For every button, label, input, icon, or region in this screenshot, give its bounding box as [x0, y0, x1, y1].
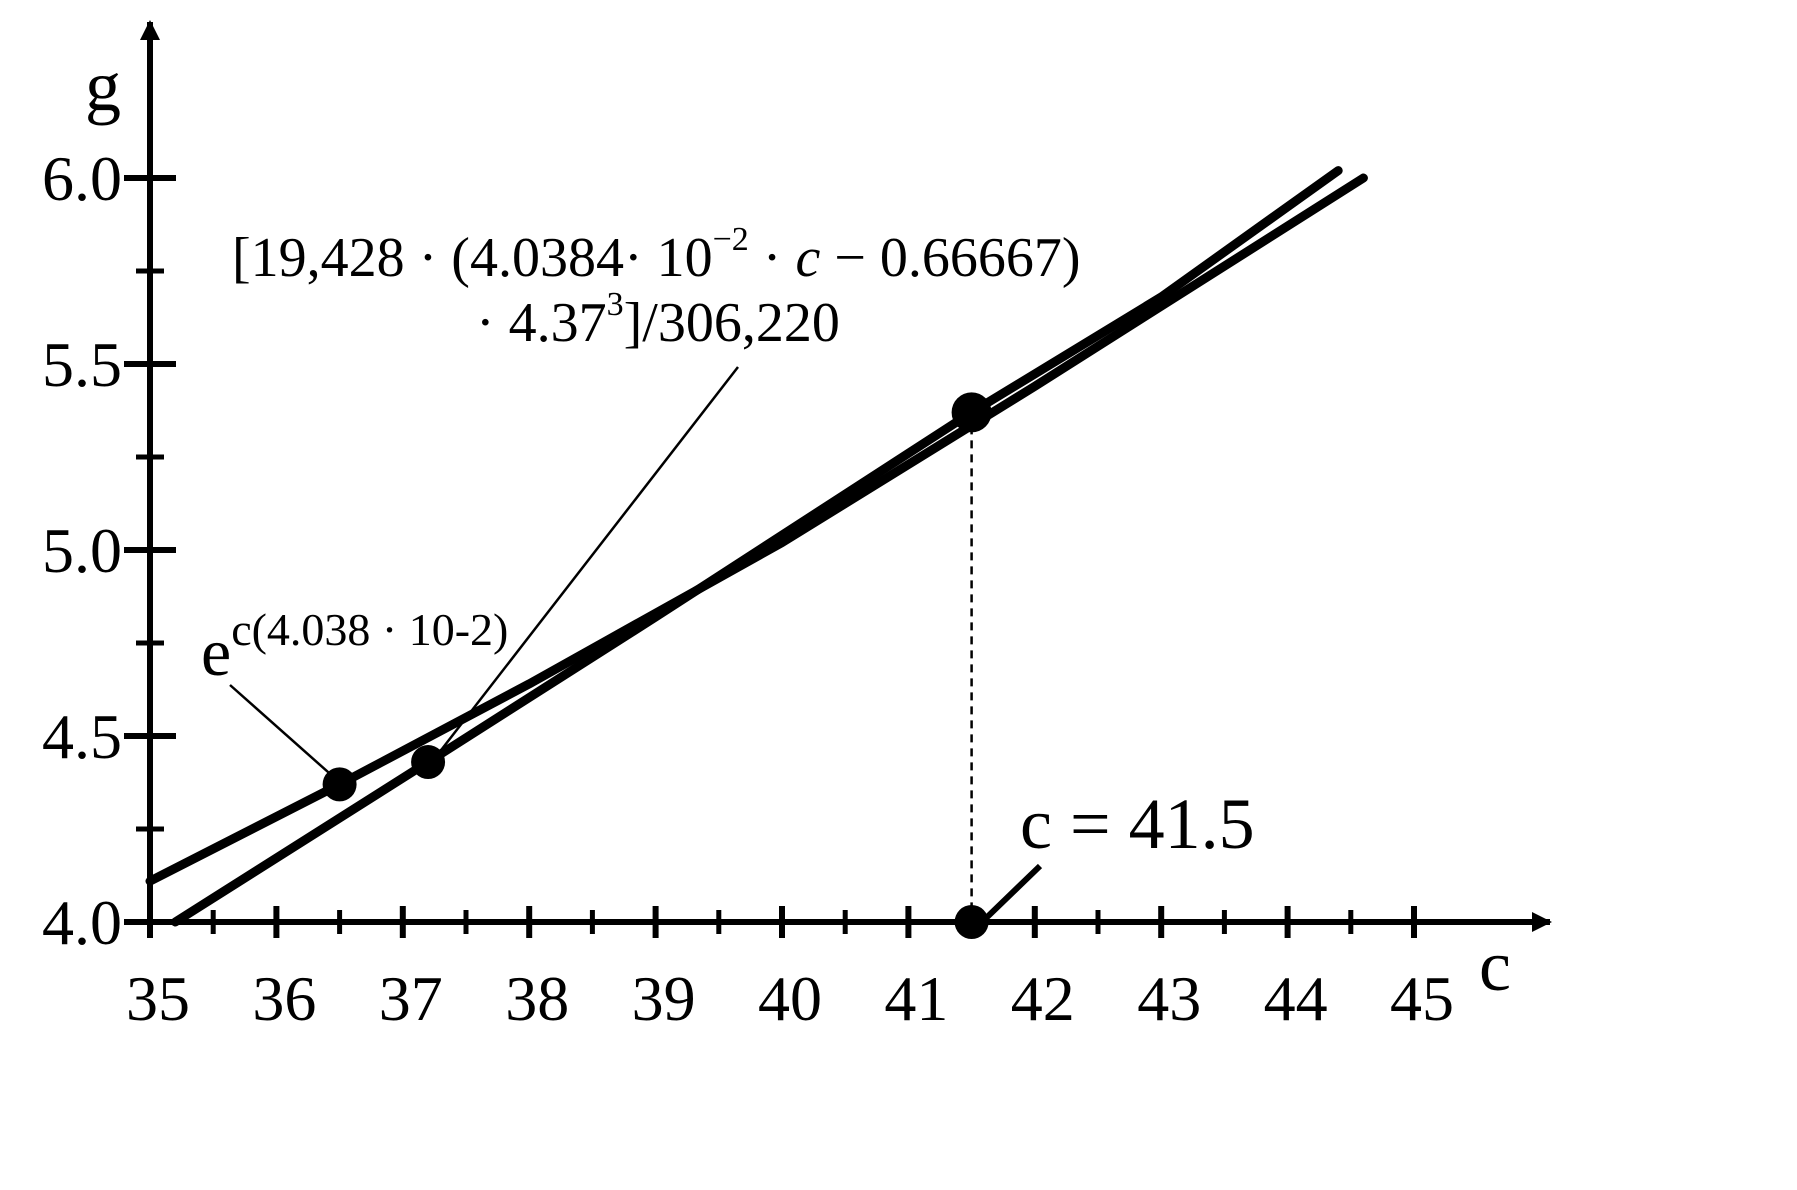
x-tick-label: 45 — [1390, 963, 1454, 1034]
leader-lines — [229, 366, 1043, 925]
y-tick-labels: 4.0 4.5 5.0 5.5 6.0 — [42, 143, 122, 958]
x-tick-labels: 35 36 37 38 39 40 41 42 43 44 45 — [126, 963, 1454, 1034]
y-tick-label: 5.0 — [42, 515, 122, 586]
exponential-label: ec(4.038 · 10-2) — [201, 604, 508, 690]
y-tick-label: 5.5 — [42, 329, 122, 400]
leader-polynomial — [427, 366, 739, 768]
data-point — [951, 392, 992, 433]
x-tick-label: 37 — [379, 963, 443, 1034]
x-tick-label: 40 — [758, 963, 822, 1034]
data-point — [411, 745, 446, 780]
y-ticks — [124, 175, 176, 925]
axes — [140, 20, 1552, 932]
x-tick-label: 42 — [1011, 963, 1075, 1034]
y-axis-title: g — [85, 46, 121, 126]
x-tick-label: 41 — [884, 963, 948, 1034]
points-group — [322, 392, 992, 939]
x-tick-label: 44 — [1264, 963, 1328, 1034]
x-ticks — [147, 906, 1417, 938]
x-tick-label: 38 — [505, 963, 569, 1034]
leader-exponential — [229, 684, 338, 781]
series-line-2 — [170, 166, 1343, 927]
x-tick-label: 39 — [632, 963, 696, 1034]
marker-label: c = 41.5 — [1020, 784, 1255, 864]
y-tick-label: 6.0 — [42, 143, 122, 214]
x-tick-label: 35 — [126, 963, 190, 1034]
x-axis-title: c — [1479, 926, 1511, 1006]
x-tick-label: 43 — [1137, 963, 1201, 1034]
y-tick-label: 4.0 — [42, 887, 122, 958]
y-tick-label: 4.5 — [42, 701, 122, 772]
series-group — [145, 166, 1368, 927]
polynomial-label-line2: · 4.373]/306,220 — [476, 286, 840, 354]
polynomial-label-line1: [19,428 · (4.0384· 10−2 · c − 0.66667) — [232, 221, 1081, 289]
leader-marker — [979, 863, 1043, 925]
data-point — [954, 905, 989, 939]
x-tick-label: 36 — [252, 963, 316, 1034]
